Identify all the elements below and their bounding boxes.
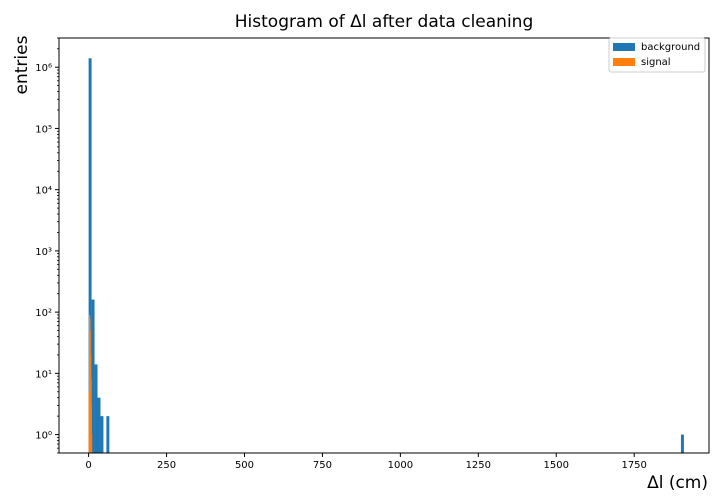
legend: background signal: [608, 37, 706, 73]
x-tick-label-3: 750: [313, 460, 332, 471]
y-tick-label-0: 10⁰: [35, 431, 52, 442]
bar-background-5: [106, 416, 110, 453]
y-tick-label-3: 10³: [35, 247, 52, 258]
legend-swatch-background: [613, 43, 635, 51]
y-tick-label-5: 10⁵: [35, 124, 52, 135]
bar-background-4: [100, 416, 104, 453]
x-tick-label-5: 1250: [466, 460, 491, 471]
x-tick-label-4: 1000: [388, 460, 413, 471]
bar-background-6: [680, 434, 684, 453]
x-axis-label: Δl (cm): [647, 473, 708, 493]
legend-swatch-signal: [613, 58, 635, 66]
x-tick-label-7: 1750: [621, 460, 646, 471]
axes-layer: [58, 37, 710, 454]
bars-layer: [88, 58, 684, 454]
y-axis-label: entries: [12, 35, 32, 94]
x-tick-label-0: 0: [85, 460, 91, 471]
x-tick-label-2: 500: [235, 460, 254, 471]
bar-signal-6: [90, 405, 92, 453]
legend-label-signal: signal: [641, 57, 671, 68]
bar-signal-7: [91, 434, 93, 453]
legend-label-background: background: [641, 42, 700, 53]
y-tick-label-6: 10⁶: [35, 63, 52, 74]
bar-background-0: [88, 58, 92, 454]
y-tick-label-4: 10⁴: [35, 186, 52, 197]
bar-background-2: [94, 364, 98, 453]
ticks-layer: 0 250 500 750 1000 1250 1500 1750 10⁰ 10¹ 10² 10³ 10…: [35, 37, 647, 471]
plot-frame: [58, 37, 710, 454]
bar-background-3: [97, 397, 101, 453]
x-tick-label-1: 250: [157, 460, 176, 471]
x-tick-label-6: 1500: [544, 460, 569, 471]
chart-title: Histogram of Δl after data cleaning: [235, 12, 533, 32]
y-tick-label-1: 10¹: [35, 369, 52, 380]
y-tick-label-2: 10²: [35, 308, 52, 319]
bar-background-1: [91, 299, 95, 453]
